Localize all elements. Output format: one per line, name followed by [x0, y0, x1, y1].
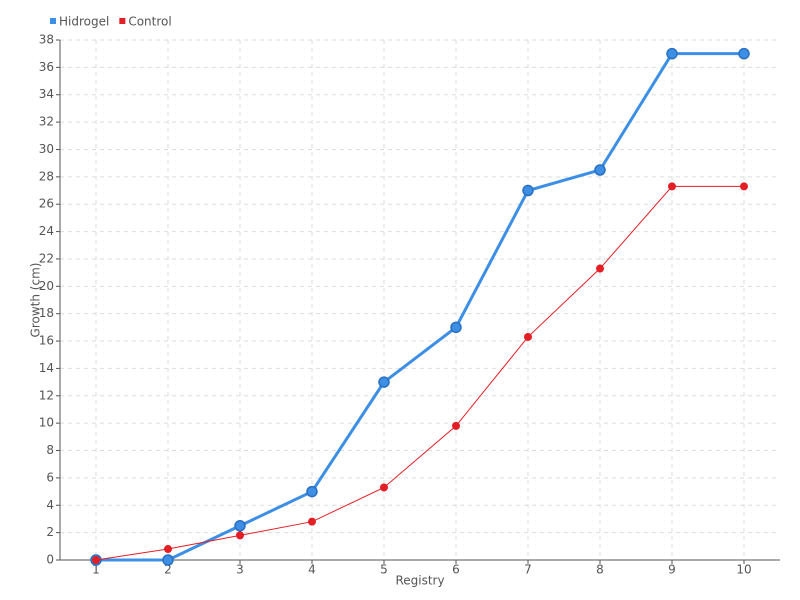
data-point [524, 332, 532, 341]
x-tick-label: 4 [308, 563, 316, 577]
legend-label: Control [128, 15, 171, 29]
y-tick-label: 28 [39, 169, 54, 183]
data-point [594, 164, 606, 176]
y-tick-label: 30 [39, 142, 54, 156]
y-tick-label: 4 [46, 498, 54, 512]
data-point [740, 182, 748, 191]
data-point [92, 556, 100, 564]
y-tick-label: 34 [39, 87, 54, 101]
y-tick-label: 24 [39, 224, 54, 238]
x-tick-label: 7 [524, 563, 532, 577]
x-tick-label: 6 [452, 563, 460, 577]
data-point [164, 545, 172, 554]
legend-swatch [119, 18, 126, 24]
x-tick-label: 2 [164, 563, 172, 577]
x-tick-label: 3 [236, 563, 244, 577]
data-point [308, 517, 316, 526]
legend-label: Hidrogel [59, 15, 109, 29]
x-tick-label: 1 [92, 563, 100, 577]
data-point [596, 264, 604, 273]
data-point [668, 182, 676, 191]
data-point [738, 47, 750, 60]
y-tick-label: 18 [39, 306, 54, 320]
y-tick-label: 26 [39, 197, 54, 211]
data-point [666, 47, 678, 60]
y-tick-label: 38 [39, 33, 54, 47]
x-axis-title: Registry [395, 574, 444, 588]
y-tick-label: 10 [39, 416, 54, 430]
x-tick-label: 10 [736, 563, 751, 577]
x-tick-label: 5 [380, 563, 388, 577]
data-point [306, 485, 318, 498]
y-tick-label: 32 [39, 115, 54, 129]
series-line [96, 52, 744, 562]
y-tick-label: 8 [46, 443, 54, 457]
data-point [380, 483, 388, 492]
y-tick-label: 6 [46, 470, 54, 484]
y-tick-label: 2 [46, 525, 54, 539]
data-point [452, 421, 460, 430]
series-line [95, 185, 744, 561]
data-point [234, 520, 246, 532]
y-tick-label: 20 [39, 279, 54, 293]
data-point [378, 376, 390, 388]
data-point [236, 531, 244, 540]
data-point [450, 321, 462, 334]
y-tick-label: 0 [46, 553, 54, 567]
y-tick-label: 12 [39, 388, 54, 402]
data-point [522, 184, 534, 197]
y-tick-label: 22 [39, 251, 54, 265]
y-tick-label: 16 [39, 334, 54, 348]
x-tick-label: 9 [668, 563, 676, 577]
y-tick-label: 14 [39, 361, 54, 375]
x-tick-label: 8 [596, 563, 604, 577]
legend-swatch [50, 18, 56, 24]
data-point [162, 554, 174, 566]
y-axis-title: Growth (cm) [29, 263, 43, 338]
y-tick-label: 36 [39, 60, 54, 74]
